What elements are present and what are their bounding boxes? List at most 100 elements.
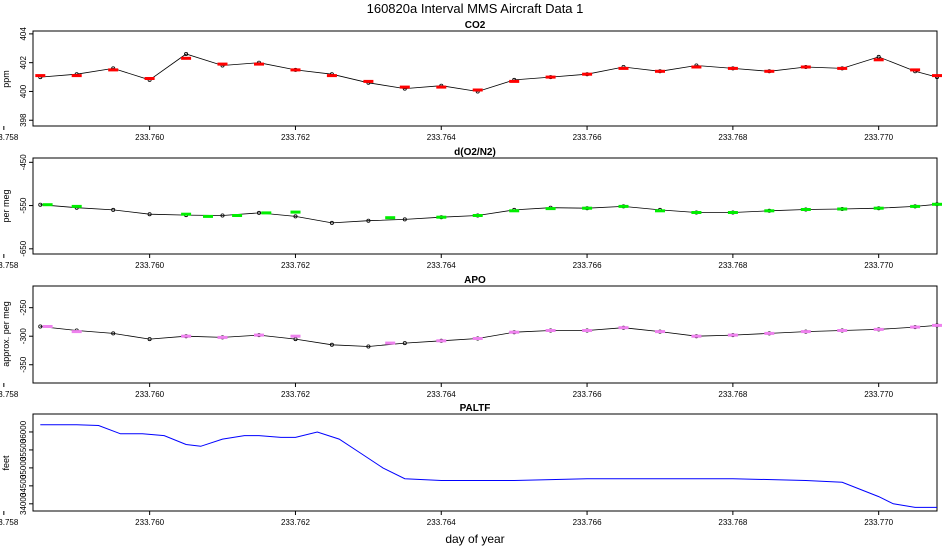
panel-apo-xtick-label: 233.764 [427,390,456,399]
panel-apo-xtick-label: 233.760 [135,390,164,399]
panel-co2-mean-mark [932,74,942,78]
panel-co2-title: CO2 [465,20,486,31]
panel-apo-mean-mark [545,329,556,332]
panel-o2n2-xtick-label: 233.766 [573,261,602,270]
panel-apo: APO approx. per meg 233.758 233.760 233.76… [0,275,942,399]
panel-o2n2-raw-point [256,210,261,215]
panel-co2-mean-mark [399,85,410,89]
panel-paltf-xtick-label: 233.770 [864,518,893,527]
panel-o2n2-data [38,202,942,225]
panel-paltf-xtick-label: 233.760 [135,518,164,527]
panel-co2-xtick-label: 233.762 [281,133,310,142]
panel-apo-mean-mark [932,323,942,327]
panel-o2n2-mean-mark [232,214,243,217]
panel-o2n2-mean-mark [727,211,738,214]
panel-apo-mean-mark [42,325,53,328]
panel-apo-raw-point [111,331,116,336]
panel-apo-xtick-label: 233.768 [718,390,747,399]
panel-apo-title: APO [464,275,486,286]
panel-co2-mean-mark [545,75,556,79]
panel-co2-ylabel: ppm [1,70,11,88]
panel-o2n2-mean-mark [691,211,702,214]
panel-o2n2-mean-mark [545,207,556,211]
panel-co2: CO2 ppm 233.758233.760233.762233.764233.… [0,20,942,142]
panel-apo-raw-point [329,342,334,347]
panel-apo-ylabel: approx. per meg [1,301,11,367]
panel-paltf-title: PALTF [460,403,491,414]
panel-o2n2-xtick-label: 233.762 [281,261,310,270]
panel-o2n2-ytick-label: -450 [19,154,28,171]
panel-apo-mean-mark [436,339,447,343]
panel-o2n2-mean-mark [910,204,921,208]
panel-apo-mean-mark [385,341,396,345]
panel-apo-mean-mark [618,326,629,330]
panel-o2n2-raw-line [40,203,938,224]
panel-co2-ytick-label: 402 [19,55,28,69]
panel-o2n2-mean-mark [42,203,53,207]
figure-title: 160820a Interval MMS Aircraft Data 1 [367,1,584,16]
panel-paltf-ytick-label: 36000 [19,420,28,443]
panel-paltf-xtick-label: 233.758 [0,518,19,527]
panel-o2n2-mean-mark [837,207,848,211]
panel-co2-mean-mark [764,69,775,73]
panel-o2n2-mean-mark [932,202,942,206]
panel-o2n2-ytick-label: -650 [19,240,28,257]
panel-paltf-xtick-label: 233.762 [281,518,310,527]
panel-co2-mean-mark [472,88,483,92]
panel-apo-frame [32,285,938,384]
panel-apo-mean-mark [837,329,848,332]
panel-o2n2-mean-mark [655,209,665,213]
panel-paltf-axes: 233.758 233.760 233.762 233.764 233.766 233.7… [0,420,894,527]
panel-co2-xtick-label: 233.766 [573,133,602,142]
panel-co2-mean-mark [326,74,337,78]
panel-co2-mean-mark [618,66,629,70]
panel-o2n2-mean-mark [764,209,775,213]
panel-co2-ytick-label: 398 [19,113,28,127]
panel-o2n2-xtick-label: 233.760 [135,261,164,270]
panel-o2n2-ytick-label: -550 [19,197,28,214]
panel-paltf-data [40,424,937,508]
panel-co2-mean-mark [436,85,447,89]
panel-apo-xtick-label: 233.770 [864,390,893,399]
panel-o2n2-frame [32,157,938,255]
panel-paltf: PALTF feet 233.758233.760233.762233.7642… [0,403,938,527]
panel-apo-ytick-label: -350 [19,356,28,373]
panel-apo-mean-mark [217,335,228,339]
panel-co2-mean-mark [800,65,811,69]
panel-o2n2-mean-mark [261,211,272,215]
panel-o2n2-mean-mark [436,215,447,219]
panel-o2n2-raw-point [366,218,371,223]
panel-o2n2-raw-point [147,212,152,217]
panel-co2-ytick-label: 400 [19,84,28,98]
panel-apo-xtick-label: 233.758 [0,390,19,399]
panel-o2n2-raw-point [220,213,225,218]
panel-o2n2-title: d(O2/N2) [454,147,496,158]
panel-co2-frame [32,30,938,127]
panel-co2-xtick-label: 233.760 [135,133,164,142]
panel-o2n2-mean-mark [71,204,82,208]
x-axis-label: day of year [445,532,504,546]
panel-co2-raw-line [40,53,938,92]
panel-co2-mean-mark [108,68,119,72]
panel-o2n2-raw-point [38,202,43,207]
panel-o2n2-ylabel: per meg [1,189,11,222]
panel-co2-raw-point [184,52,189,57]
panel-apo-mean-mark [472,337,483,340]
panel-apo-mean-mark [655,330,665,334]
panel-apo-raw-point [402,341,407,346]
panel-co2-mean-mark [582,72,593,76]
panel-apo-mean-mark [181,334,192,338]
panel-co2-mean-mark [873,58,884,62]
panel-apo-ytick-label: -300 [19,328,28,345]
panel-co2-axes: 233.758 233.760 233.762 233.764 233.766 233.7… [0,27,894,142]
panel-o2n2: d(O2/N2) per meg 233.758233.760233.76223… [0,147,942,270]
panel-o2n2-mean-mark [203,214,213,218]
panel-o2n2-mean-mark [181,212,192,216]
panel-paltf-series-line [40,424,937,508]
panel-apo-mean-mark [910,325,921,329]
panel-co2-mean-mark [691,65,702,69]
panel-co2-mean-mark [910,68,921,72]
panel-apo-mean-mark [691,334,702,338]
panel-co2-mean-mark [35,74,46,78]
panel-co2-xtick-label: 233.764 [427,133,456,142]
